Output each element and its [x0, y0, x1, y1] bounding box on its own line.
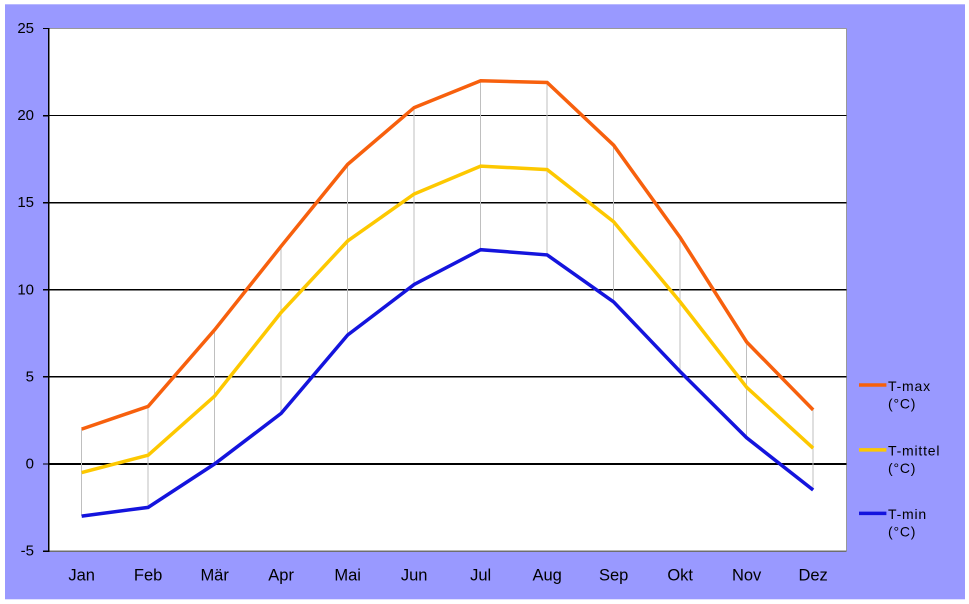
svg-text:-5: -5 [21, 543, 34, 560]
svg-text:Jul: Jul [470, 567, 491, 585]
svg-text:25: 25 [17, 20, 34, 37]
svg-text:10: 10 [17, 281, 34, 298]
svg-text:Mär: Mär [200, 567, 229, 585]
svg-text:Apr: Apr [268, 567, 294, 585]
svg-text:Nov: Nov [732, 567, 762, 585]
svg-text:20: 20 [17, 107, 34, 124]
svg-text:Feb: Feb [134, 567, 162, 585]
svg-text:T-max: T-max [888, 378, 931, 394]
svg-text:(°C): (°C) [888, 395, 916, 411]
svg-text:Jun: Jun [401, 567, 428, 585]
svg-text:Okt: Okt [667, 567, 693, 585]
svg-text:0: 0 [26, 455, 34, 472]
svg-text:Sep: Sep [599, 567, 628, 585]
svg-text:T-mittel: T-mittel [888, 443, 940, 459]
svg-text:(°C): (°C) [888, 524, 916, 540]
svg-text:T-min: T-min [888, 506, 927, 522]
svg-text:15: 15 [17, 194, 34, 211]
svg-text:(°C): (°C) [888, 460, 916, 476]
svg-text:5: 5 [26, 368, 34, 385]
svg-text:Mai: Mai [334, 567, 361, 585]
svg-text:Aug: Aug [532, 567, 561, 585]
svg-text:Dez: Dez [798, 567, 827, 585]
svg-text:Jan: Jan [68, 567, 95, 585]
